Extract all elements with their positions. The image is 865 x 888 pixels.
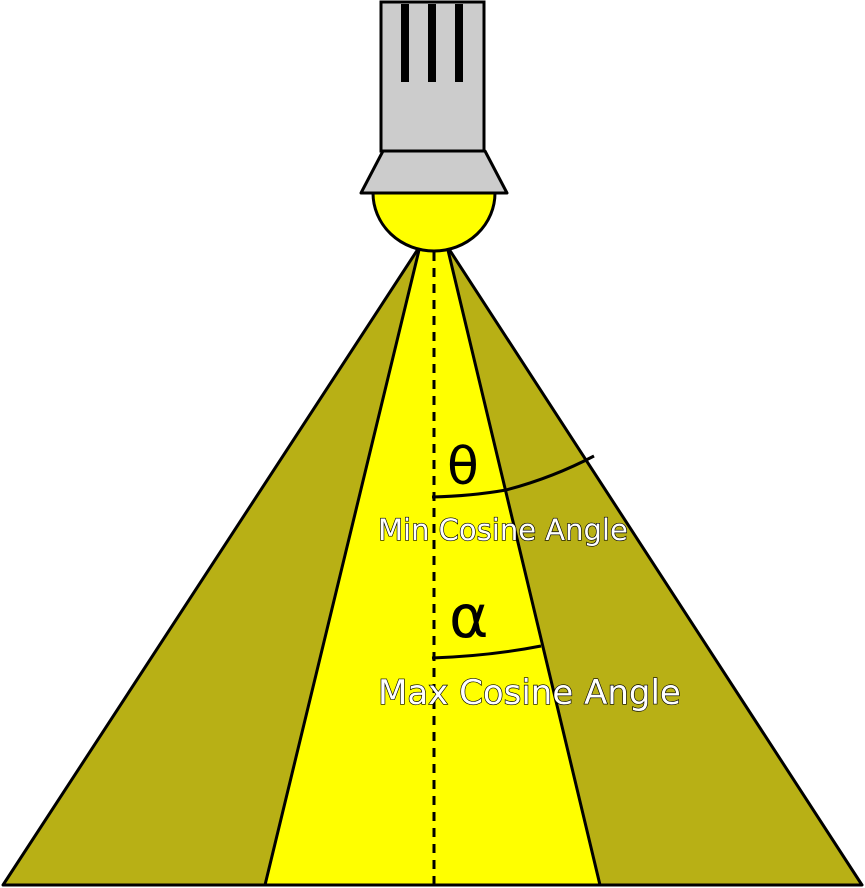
lamp-fins: [401, 4, 463, 82]
theta-arc: [431, 488, 507, 499]
min-cosine-angle-label: Min Cosine Angle: [378, 513, 628, 547]
theta-symbol: θ: [447, 437, 479, 497]
min-cosine-arc: [505, 454, 595, 492]
lamp-bulb: [371, 191, 497, 253]
max-cosine-angle-label: Max Cosine Angle: [378, 673, 681, 713]
lamp-collar: [359, 149, 509, 195]
alpha-symbol: α: [449, 582, 489, 652]
alpha-arc: [431, 644, 542, 660]
